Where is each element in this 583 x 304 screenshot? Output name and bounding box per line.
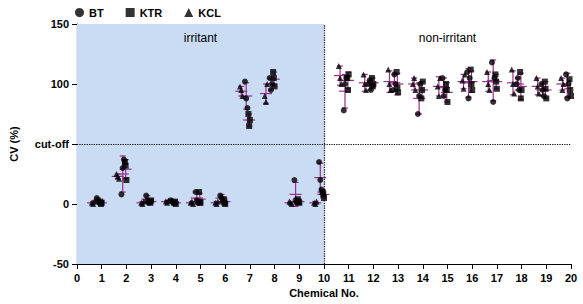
svg-text:CV (%): CV (%) [8,126,20,162]
svg-text:20: 20 [565,272,577,284]
svg-text:0: 0 [63,198,69,210]
svg-text:0: 0 [74,272,80,284]
svg-text:8: 8 [272,272,278,284]
svg-text:non-irritant: non-irritant [419,31,477,45]
svg-text:6: 6 [222,272,228,284]
svg-text:4: 4 [173,272,180,284]
svg-text:KTR: KTR [140,7,163,19]
svg-text:cut-off: cut-off [35,138,70,150]
svg-text:1: 1 [99,272,105,284]
svg-text:150: 150 [51,18,69,30]
svg-text:7: 7 [247,272,253,284]
svg-text:5: 5 [197,272,203,284]
svg-text:-50: -50 [53,258,69,270]
svg-text:11: 11 [343,272,355,284]
svg-text:3: 3 [148,272,154,284]
svg-text:BT: BT [89,7,104,19]
svg-text:13: 13 [392,272,404,284]
svg-text:16: 16 [466,272,478,284]
svg-text:17: 17 [491,272,503,284]
svg-text:2: 2 [123,272,129,284]
svg-text:14: 14 [417,272,430,284]
svg-text:10: 10 [318,272,330,284]
svg-text:KCL: KCL [198,7,221,19]
svg-text:12: 12 [367,272,379,284]
svg-text:Chemical No.: Chemical No. [289,287,359,299]
svg-text:19: 19 [540,272,552,284]
svg-text:15: 15 [441,272,453,284]
svg-text:100: 100 [51,78,69,90]
svg-text:18: 18 [515,272,527,284]
svg-text:irritant: irritant [184,31,218,45]
svg-text:9: 9 [296,272,302,284]
